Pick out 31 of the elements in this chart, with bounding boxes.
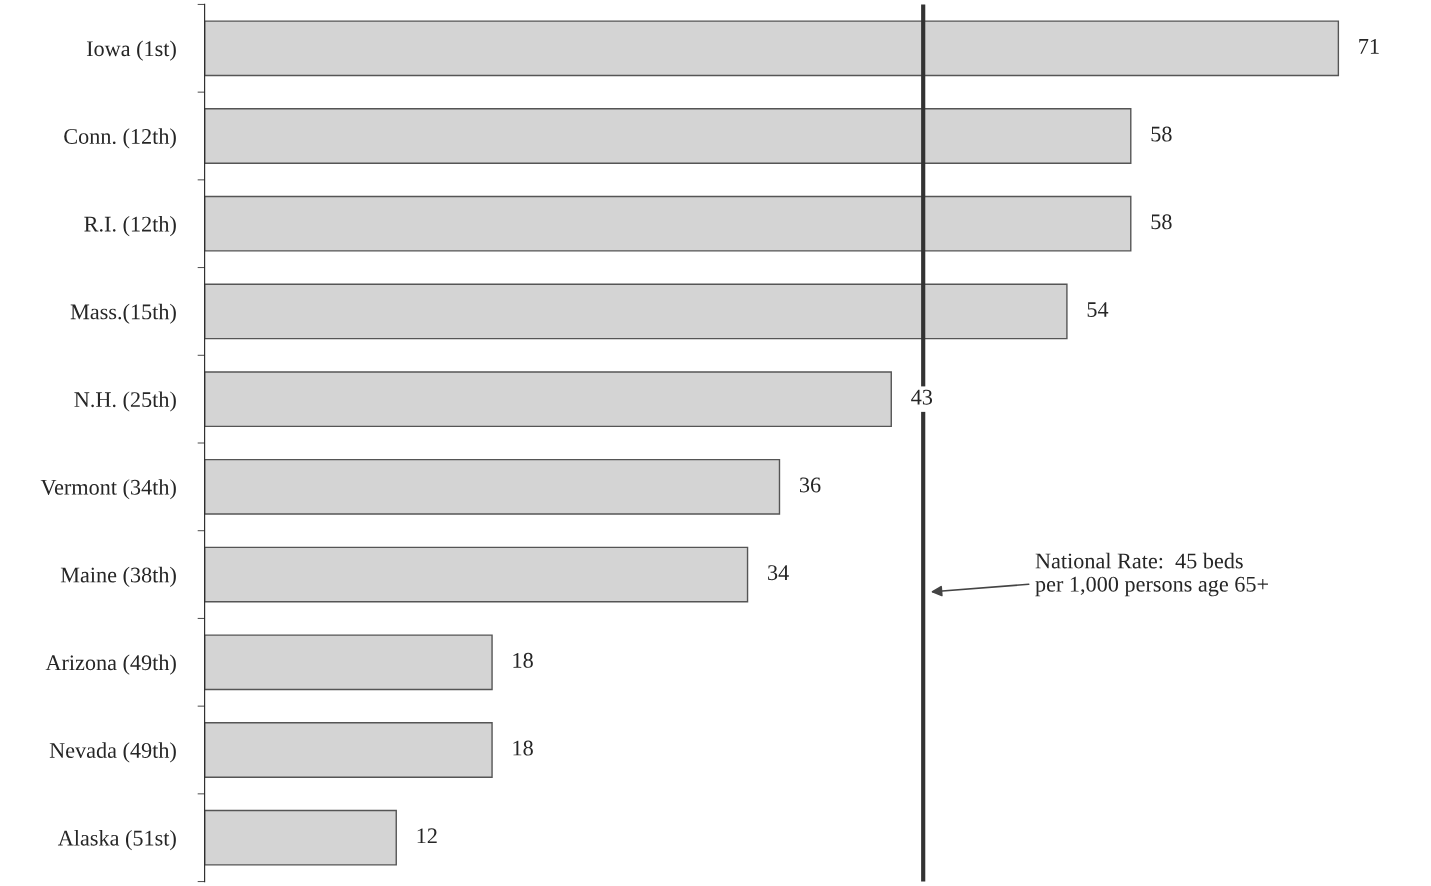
bar (204, 283, 1068, 340)
y-tick-label: Maine (38th) (60, 566, 176, 588)
y-tick-label: Mass.(15th) (70, 303, 176, 324)
y-tick-label: Vermont (34th) (40, 479, 176, 500)
y-tick-label: N.H. (25th) (74, 391, 176, 412)
data-label: 71 (1359, 38, 1379, 54)
data-label: 36 (799, 477, 821, 493)
bar (204, 809, 397, 866)
data-label: 54 (1087, 302, 1109, 317)
bar (204, 458, 781, 515)
data-label: 58 (1151, 126, 1172, 142)
y-tick-label: Nevada (49th) (49, 742, 176, 763)
y-tick-label: Iowa (1st) (86, 40, 176, 61)
bar (204, 195, 1132, 252)
data-label: 18 (513, 652, 533, 668)
y-tick-label: R.I. (12th) (84, 216, 176, 237)
bar (204, 108, 1132, 164)
data-label: 43 (911, 389, 933, 405)
bar (204, 20, 1340, 77)
bar (204, 634, 493, 691)
y-tick-label: Conn. (12th) (64, 128, 176, 149)
y-tick-label: Arizona (49th) (45, 654, 176, 675)
data-label: 58 (1151, 214, 1172, 230)
bar (204, 722, 493, 778)
data-label: 34 (768, 565, 789, 581)
bar (204, 371, 892, 428)
data-label: 12 (417, 828, 437, 844)
data-label: 18 (513, 740, 533, 756)
bar (204, 546, 749, 603)
ref-line-label: National Rate: 45 beds per 1,000 persons age 65+ (1035, 552, 1268, 597)
y-tick-label: Alaska (51st) (57, 830, 176, 851)
